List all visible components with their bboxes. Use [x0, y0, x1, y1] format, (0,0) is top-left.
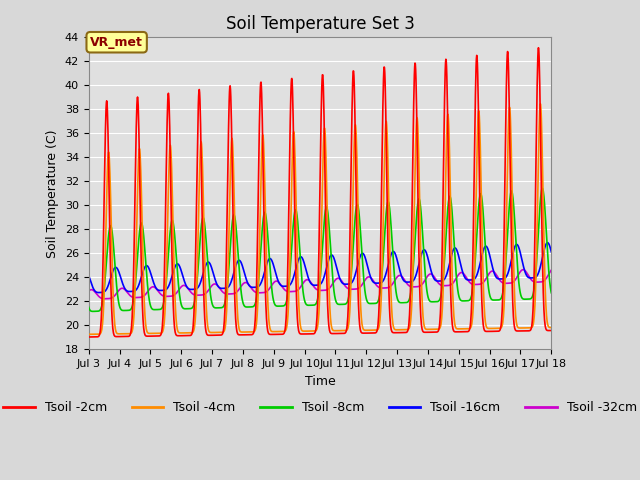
Tsoil -16cm [493, 275, 500, 281]
Tsoil -32cm [519, 267, 527, 273]
Tsoil -32cm [493, 273, 500, 278]
Y-axis label: Soil Temperature (C): Soil Temperature (C) [46, 129, 59, 258]
Tsoil -8cm [89, 309, 97, 314]
Tsoil -2cm [452, 329, 460, 335]
Tsoil -8cm [392, 284, 399, 289]
Tsoil -16cm [392, 252, 399, 257]
Tsoil -4cm [493, 325, 500, 331]
X-axis label: Time: Time [305, 374, 335, 387]
Tsoil -8cm [85, 304, 93, 310]
Tsoil -4cm [536, 101, 544, 107]
Tsoil -32cm [85, 288, 93, 294]
Tsoil -2cm [391, 330, 399, 336]
Tsoil -32cm [452, 276, 460, 282]
Text: VR_met: VR_met [90, 36, 143, 49]
Line: Tsoil -4cm: Tsoil -4cm [89, 104, 551, 334]
Tsoil -8cm [493, 297, 500, 303]
Tsoil -32cm [100, 296, 108, 301]
Tsoil -16cm [188, 287, 196, 292]
Tsoil -8cm [452, 267, 460, 273]
Tsoil -2cm [239, 332, 247, 338]
Tsoil -32cm [240, 280, 248, 286]
Tsoil -2cm [188, 332, 195, 337]
Tsoil -2cm [493, 328, 500, 334]
Tsoil -16cm [95, 289, 102, 295]
Tsoil -32cm [392, 276, 399, 282]
Tsoil -4cm [452, 324, 460, 330]
Tsoil -4cm [188, 330, 195, 336]
Tsoil -16cm [85, 273, 93, 278]
Title: Soil Temperature Set 3: Soil Temperature Set 3 [225, 15, 415, 33]
Tsoil -16cm [177, 266, 184, 272]
Line: Tsoil -32cm: Tsoil -32cm [89, 270, 551, 299]
Line: Tsoil -16cm: Tsoil -16cm [89, 243, 551, 292]
Tsoil -16cm [547, 249, 555, 255]
Tsoil -16cm [452, 246, 460, 252]
Tsoil -8cm [177, 299, 184, 305]
Tsoil -16cm [543, 240, 551, 246]
Tsoil -4cm [239, 329, 247, 335]
Tsoil -2cm [177, 333, 184, 338]
Tsoil -8cm [547, 290, 555, 296]
Tsoil -16cm [240, 267, 248, 273]
Tsoil -8cm [538, 185, 546, 191]
Tsoil -4cm [85, 331, 93, 337]
Tsoil -8cm [240, 302, 248, 308]
Tsoil -4cm [177, 330, 184, 336]
Tsoil -32cm [177, 285, 184, 290]
Line: Tsoil -8cm: Tsoil -8cm [89, 188, 551, 312]
Tsoil -8cm [188, 305, 196, 311]
Tsoil -2cm [534, 45, 542, 50]
Tsoil -4cm [547, 324, 555, 330]
Tsoil -32cm [188, 290, 196, 296]
Tsoil -2cm [85, 334, 93, 340]
Tsoil -2cm [547, 328, 555, 334]
Line: Tsoil -2cm: Tsoil -2cm [89, 48, 551, 337]
Tsoil -4cm [391, 327, 399, 333]
Legend: Tsoil -2cm, Tsoil -4cm, Tsoil -8cm, Tsoil -16cm, Tsoil -32cm: Tsoil -2cm, Tsoil -4cm, Tsoil -8cm, Tsoi… [0, 396, 640, 419]
Tsoil -32cm [547, 267, 555, 273]
